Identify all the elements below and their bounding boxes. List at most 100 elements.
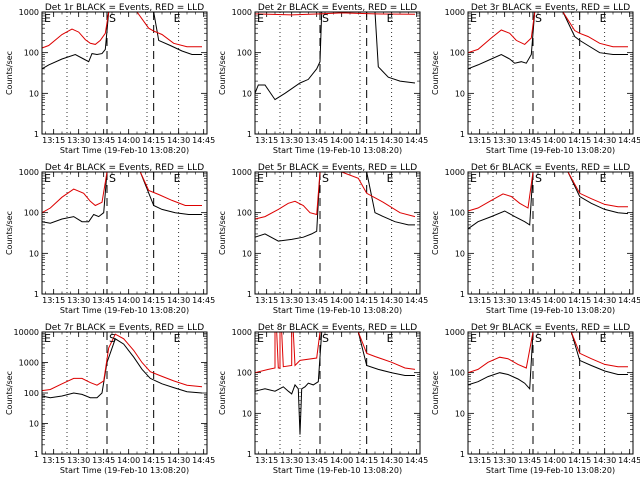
start-label: S xyxy=(322,332,329,345)
x-tick-label: 14:00 xyxy=(117,136,140,145)
corner-e-label: E xyxy=(44,12,51,25)
x-tick-label: 14:15 xyxy=(142,136,165,145)
corner-e-label: E xyxy=(470,332,477,345)
y-tick-label: 1000 xyxy=(445,168,465,177)
y-tick-label: 1000 xyxy=(232,168,252,177)
y-tick-label: 1 xyxy=(34,130,39,139)
x-tick-label: 14:00 xyxy=(543,136,566,145)
y-tick-label: 1000 xyxy=(19,168,39,177)
y-tick-label: 1 xyxy=(460,130,465,139)
x-tick-label: 13:45 xyxy=(92,456,115,465)
y-tick-label: 100 xyxy=(237,209,252,218)
y-axis-label: Counts/sec xyxy=(431,371,440,415)
x-tick-label: 13:15 xyxy=(255,136,278,145)
y-tick-label: 1 xyxy=(247,450,252,459)
x-tick-label: 13:30 xyxy=(280,136,303,145)
x-tick-label: 14:45 xyxy=(618,296,640,305)
x-axis-label: Start Time (19-Feb-10 13:08:20) xyxy=(486,466,615,475)
y-tick-label: 10 xyxy=(455,89,465,98)
end-label: E xyxy=(174,12,181,25)
x-axis-label: Start Time (19-Feb-10 13:08:20) xyxy=(273,466,402,475)
x-tick-label: 14:30 xyxy=(167,136,190,145)
detector-chart-5: Det 5r BLACK = Events, RED = LLD Counts/s… xyxy=(218,163,428,315)
y-tick-label: 1 xyxy=(247,130,252,139)
plot-frame xyxy=(467,331,634,455)
y-tick-label: 10 xyxy=(29,420,39,429)
end-label: E xyxy=(600,332,607,345)
x-tick-label: 14:30 xyxy=(593,296,616,305)
x-tick-label: 14:15 xyxy=(142,296,165,305)
x-tick-label: 13:30 xyxy=(67,456,90,465)
end-label: E xyxy=(387,332,394,345)
y-axis-label: Counts/sec xyxy=(431,51,440,95)
x-tick-label: 14:45 xyxy=(192,456,215,465)
plot-frame xyxy=(254,171,421,295)
y-tick-label: 1 xyxy=(34,290,39,299)
y-tick-label: 1 xyxy=(247,290,252,299)
end-label: E xyxy=(600,172,607,185)
end-label: E xyxy=(600,12,607,25)
x-tick-label: 14:00 xyxy=(330,296,353,305)
corner-e-label: E xyxy=(257,172,264,185)
y-tick-label: 10 xyxy=(29,249,39,258)
x-tick-label: 14:45 xyxy=(405,296,428,305)
x-tick-label: 13:45 xyxy=(92,136,115,145)
x-tick-label: 14:00 xyxy=(543,456,566,465)
detector-chart-7: Det 7r BLACK = Events, RED = LLD Counts/s… xyxy=(5,323,215,475)
lld-series-line xyxy=(254,171,416,220)
x-tick-label: 13:30 xyxy=(493,456,516,465)
chart-title: Det 2r BLACK = Events, RED = LLD xyxy=(258,3,417,13)
x-tick-label: 14:45 xyxy=(192,296,215,305)
corner-e-label: E xyxy=(470,12,477,25)
start-label: S xyxy=(535,172,542,185)
lld-series-line xyxy=(41,171,202,214)
x-tick-label: 13:45 xyxy=(305,456,328,465)
y-axis-label: Counts/sec xyxy=(431,211,440,255)
y-tick-label: 1000 xyxy=(232,328,252,337)
x-tick-label: 14:00 xyxy=(543,296,566,305)
y-axis-label: Counts/sec xyxy=(5,371,14,415)
chart-title: Det 9r BLACK = Events, RED = LLD xyxy=(471,323,630,333)
chart-title: Det 1r BLACK = Events, RED = LLD xyxy=(45,3,204,13)
y-tick-label: 1000 xyxy=(19,8,39,17)
events-series-line xyxy=(41,171,202,224)
x-tick-label: 14:30 xyxy=(380,296,403,305)
events-series-line xyxy=(41,338,203,399)
chart-title: Det 7r BLACK = Events, RED = LLD xyxy=(45,323,204,333)
x-tick-label: 14:45 xyxy=(618,456,640,465)
start-label: S xyxy=(535,332,542,345)
x-axis-label: Start Time (19-Feb-10 13:08:20) xyxy=(60,466,189,475)
x-tick-label: 14:15 xyxy=(568,296,591,305)
events-series-line xyxy=(467,331,628,391)
y-tick-label: 10 xyxy=(455,249,465,258)
x-tick-label: 14:30 xyxy=(593,136,616,145)
y-tick-label: 1000 xyxy=(19,359,39,368)
detector-chart-8: Det 8r BLACK = Events, RED = LLD Counts/s… xyxy=(218,323,428,475)
corner-e-label: E xyxy=(257,12,264,25)
x-tick-label: 14:00 xyxy=(330,136,353,145)
lld-series-line xyxy=(254,12,416,16)
x-axis-label: Start Time (19-Feb-10 13:08:20) xyxy=(486,146,615,155)
detector-chart-3: Det 3r BLACK = Events, RED = LLD Counts/s… xyxy=(431,3,640,155)
y-tick-label: 10 xyxy=(29,89,39,98)
corner-e-label: E xyxy=(257,332,264,345)
detector-chart-2: Det 2r BLACK = Events, RED = LLD Counts/s… xyxy=(218,3,428,155)
end-label: E xyxy=(174,172,181,185)
end-label: E xyxy=(174,332,181,345)
chart-title: Det 6r BLACK = Events, RED = LLD xyxy=(471,163,630,173)
x-tick-label: 13:45 xyxy=(305,136,328,145)
x-tick-label: 13:15 xyxy=(42,136,65,145)
x-tick-label: 13:30 xyxy=(493,136,516,145)
start-label: S xyxy=(535,12,542,25)
y-tick-label: 1 xyxy=(460,290,465,299)
y-axis-label: Counts/sec xyxy=(218,371,227,415)
y-tick-label: 1000 xyxy=(232,8,252,17)
events-series-line xyxy=(254,331,415,435)
y-tick-label: 1000 xyxy=(445,328,465,337)
x-axis-label: Start Time (19-Feb-10 13:08:20) xyxy=(273,146,402,155)
end-label: E xyxy=(387,12,394,25)
x-axis-label: Start Time (19-Feb-10 13:08:20) xyxy=(273,306,402,315)
x-tick-label: 13:45 xyxy=(518,296,541,305)
start-label: S xyxy=(109,12,116,25)
x-tick-label: 14:45 xyxy=(405,456,428,465)
